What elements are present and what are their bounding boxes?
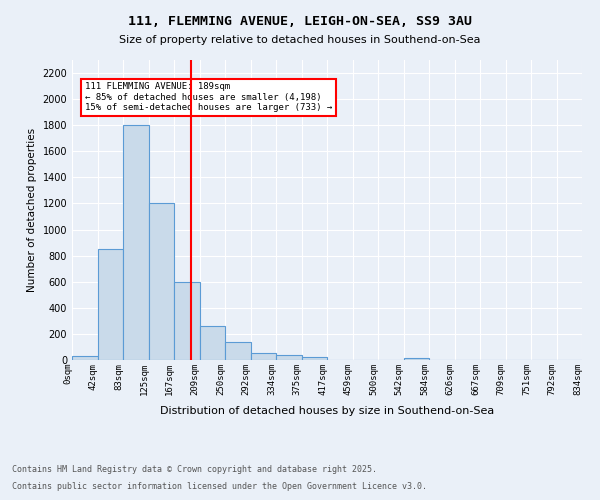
Bar bbox=[302, 356, 327, 360]
Text: 111, FLEMMING AVENUE, LEIGH-ON-SEA, SS9 3AU: 111, FLEMMING AVENUE, LEIGH-ON-SEA, SS9 … bbox=[128, 15, 472, 28]
Bar bbox=[276, 356, 302, 360]
Bar bbox=[199, 326, 225, 360]
Text: Contains public sector information licensed under the Open Government Licence v3: Contains public sector information licen… bbox=[12, 482, 427, 491]
Text: 111 FLEMMING AVENUE: 189sqm
← 85% of detached houses are smaller (4,198)
15% of : 111 FLEMMING AVENUE: 189sqm ← 85% of det… bbox=[85, 82, 332, 112]
Bar bbox=[404, 358, 429, 360]
Bar bbox=[225, 342, 251, 360]
Bar bbox=[72, 356, 97, 360]
Bar bbox=[97, 249, 123, 360]
X-axis label: Distribution of detached houses by size in Southend-on-Sea: Distribution of detached houses by size … bbox=[160, 406, 494, 416]
Bar bbox=[174, 282, 199, 360]
Bar bbox=[123, 125, 149, 360]
Y-axis label: Number of detached properties: Number of detached properties bbox=[27, 128, 37, 292]
Bar bbox=[149, 204, 174, 360]
Text: Contains HM Land Registry data © Crown copyright and database right 2025.: Contains HM Land Registry data © Crown c… bbox=[12, 466, 377, 474]
Text: Size of property relative to detached houses in Southend-on-Sea: Size of property relative to detached ho… bbox=[119, 35, 481, 45]
Bar bbox=[251, 353, 276, 360]
